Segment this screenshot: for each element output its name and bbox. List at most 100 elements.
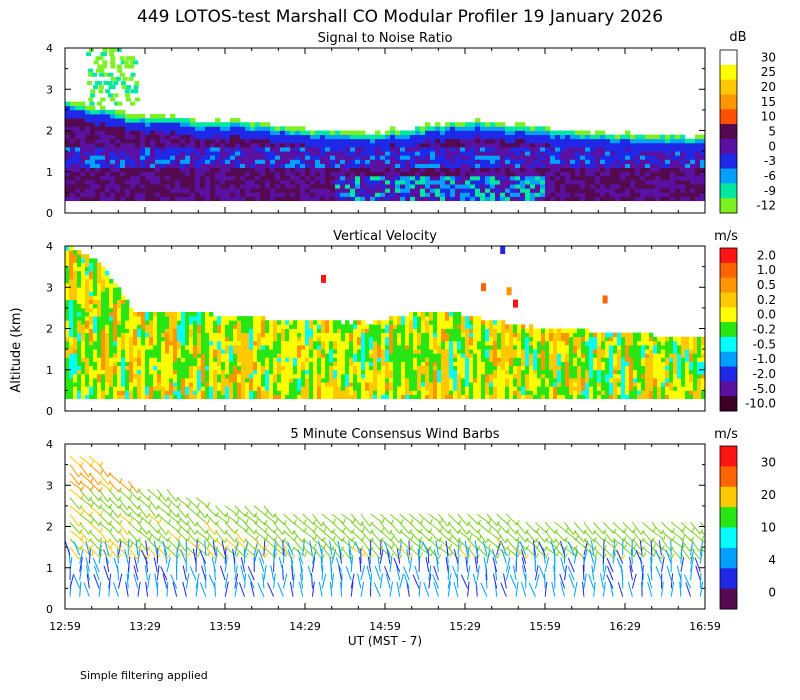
vv-cell [473,357,478,362]
snr-cell [625,171,631,177]
snr-cell [115,167,121,173]
snr-cell [605,151,611,156]
snr-cell [390,138,396,144]
vv-cell [229,378,234,383]
snr-cell [690,188,696,193]
snr-cell [85,163,91,169]
vv-cell [401,382,406,387]
snr-cell [675,192,681,197]
snr-cell [90,105,96,111]
vv-cell [433,382,438,387]
vv-cell [161,316,166,321]
snr-cell [390,147,396,152]
vv-cell [505,378,510,383]
vv-cell [201,357,206,362]
vv-cell [261,324,266,329]
vv-cell [233,365,238,371]
vv-cell [89,369,94,375]
snr-cell [415,192,421,197]
snr-cell [645,159,651,164]
snr-cell [520,180,526,185]
snr-cell [630,138,636,144]
vv-cell [317,394,322,400]
snr-cell [590,142,596,148]
snr-cell [640,171,646,177]
vv-cell [181,340,186,346]
snr-cell [70,105,76,111]
snr-cell [390,188,396,193]
snr-cell [85,184,91,189]
snr-cell [580,188,586,193]
snr-cell [620,163,626,169]
snr-cell [385,180,391,185]
vv-cell [249,349,254,354]
vv-cell [349,332,354,338]
snr-cell [450,184,456,189]
vv-cell [237,345,242,350]
snr-cell [435,196,441,202]
vv-cell [373,349,378,354]
vv-cell [125,307,130,313]
vv-cell [69,266,74,272]
vv-cell [273,390,278,395]
snr-cell [680,151,686,156]
snr-cell [680,138,686,144]
snr-cell [185,196,191,202]
snr-cell [90,122,96,127]
vv-cell [261,340,266,346]
snr-cell [640,175,646,181]
snr-cell [510,188,516,193]
vv-cell [369,394,374,400]
vv-cell [105,365,110,371]
vv-cell [401,340,406,346]
vv-cell [301,357,306,362]
vv-cell [69,353,74,358]
snr-cell [125,171,131,177]
colorbar-swatch [720,183,737,199]
snr-cell [360,180,366,185]
snr-cell [570,155,576,160]
vv-cell [385,361,390,367]
vv-cell [325,382,330,387]
snr-cell [200,175,206,181]
vv-cell [365,369,370,375]
vv-cell [113,295,118,301]
snr-cell [225,188,231,193]
snr-cell [650,147,656,152]
snr-cell [70,118,76,123]
vv-cell [125,382,130,387]
snr-cell [365,159,371,164]
vv-cell [157,316,162,321]
snr-cell [430,163,436,169]
vv-cell [209,357,214,362]
vv-cell [153,312,158,317]
snr-cell [410,134,416,140]
snr-cell [460,147,466,152]
snr-cell [520,142,526,148]
vv-cell [317,386,322,391]
vv-cell [265,369,270,375]
vv-cell [325,336,330,342]
snr-cell [150,155,156,160]
vv-cell [301,369,306,375]
snr-cell [295,126,301,131]
snr-cell [340,142,346,148]
vv-cell [273,365,278,371]
vv-cell [193,328,198,334]
vv-cell [173,386,178,391]
vv-cell [481,357,486,362]
snr-cell [520,171,526,177]
vv-cell [433,320,438,325]
snr-cell [635,151,641,156]
vv-cell [333,353,338,358]
snr-cell [275,130,281,136]
snr-cell [600,188,606,193]
vv-cell [401,373,406,379]
vv-cell [509,340,514,346]
snr-cell [560,134,566,140]
vv-cell [309,386,314,391]
snr-cell [340,130,346,136]
snr-cell [245,171,251,177]
snr-cell [185,130,191,136]
